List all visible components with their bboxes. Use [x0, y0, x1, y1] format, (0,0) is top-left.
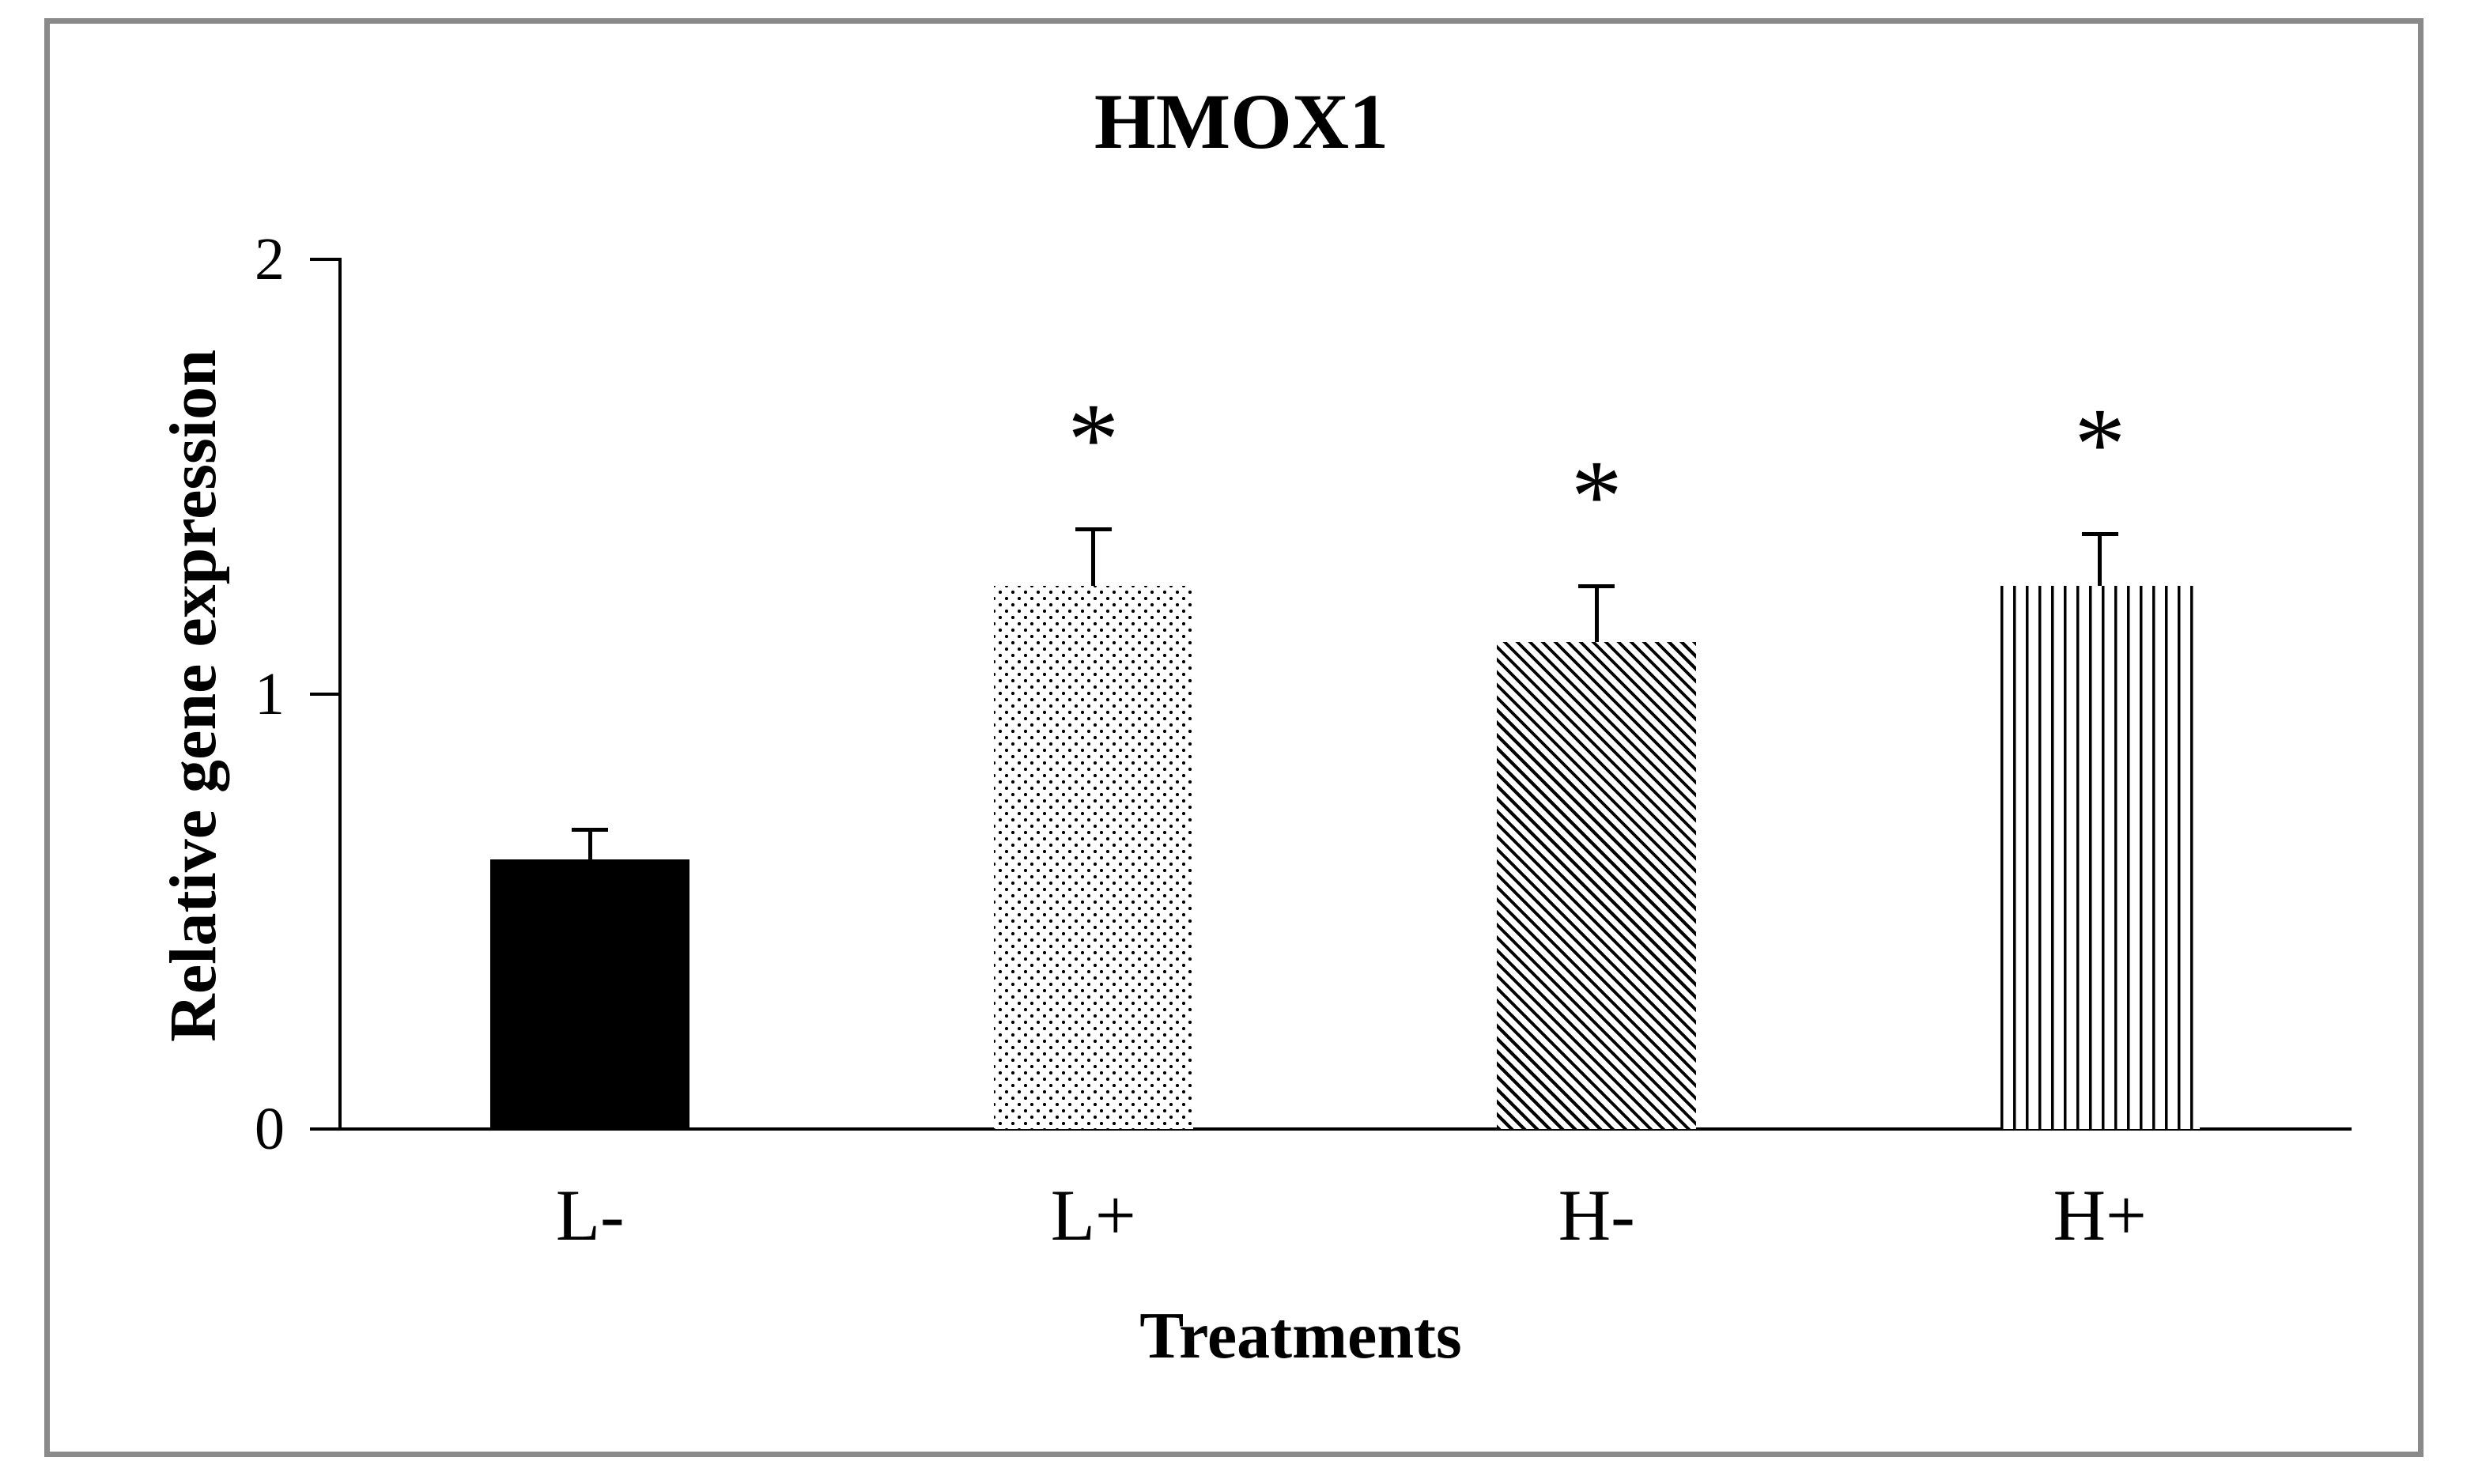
y-axis-tick-label: 1	[255, 661, 285, 727]
bar-H+	[2000, 585, 2200, 1129]
error-bar-cap	[2081, 531, 2118, 536]
error-bar-line	[587, 829, 592, 859]
significance-asterisk: *	[1570, 439, 1623, 553]
x-category-label: H+	[2053, 1175, 2147, 1256]
error-bar-cap	[572, 827, 609, 832]
x-category-label: H-	[1558, 1175, 1635, 1256]
y-axis-tick-label: 0	[255, 1096, 285, 1162]
y-axis-tick-label: 2	[255, 226, 285, 293]
error-bar-cap	[1075, 527, 1112, 531]
error-bar-line	[2098, 533, 2102, 586]
error-bar-cap	[1578, 583, 1615, 588]
error-bar-line	[1091, 529, 1096, 586]
y-axis-line	[338, 258, 342, 1131]
significance-asterisk: *	[2074, 387, 2126, 501]
x-axis-line	[338, 1127, 2352, 1131]
bar-L+	[993, 585, 1193, 1129]
x-axis-title: Treatments	[1139, 1299, 1462, 1373]
bar-L-	[490, 859, 690, 1129]
y-axis-title: Relative gene expression	[157, 349, 230, 1042]
significance-asterisk: *	[1067, 383, 1120, 497]
chart-title: HMOX1	[1094, 77, 1389, 165]
y-axis-tick-mark	[310, 1127, 338, 1131]
x-category-label: L+	[1050, 1175, 1136, 1256]
bar-H-	[1497, 642, 1697, 1129]
y-axis-tick-mark	[310, 693, 338, 696]
chart-border-frame	[44, 18, 2424, 1457]
y-axis-tick-mark	[310, 258, 338, 261]
error-bar-line	[1594, 585, 1599, 642]
x-category-label: L-	[555, 1175, 625, 1256]
